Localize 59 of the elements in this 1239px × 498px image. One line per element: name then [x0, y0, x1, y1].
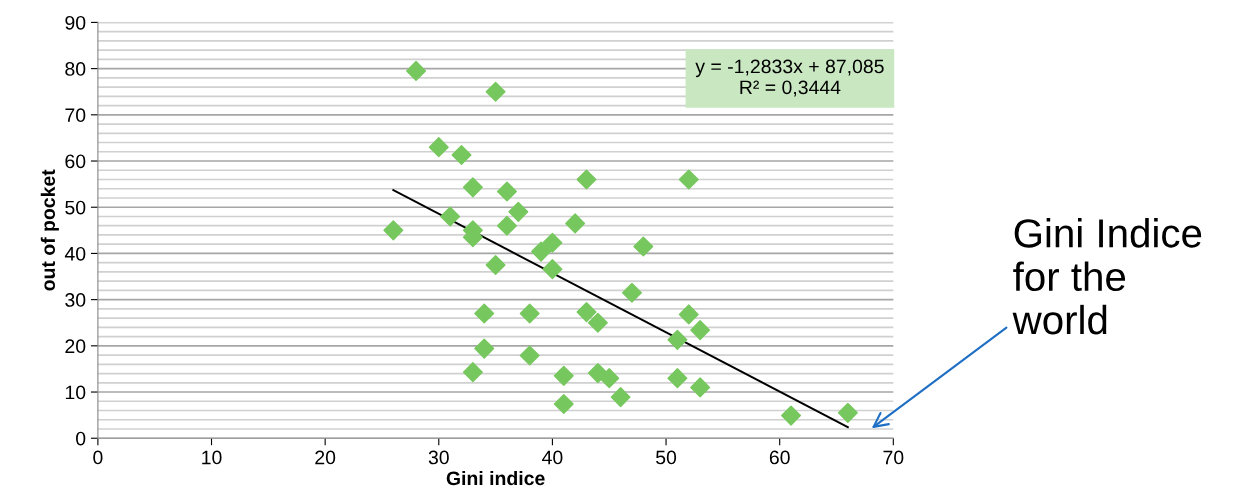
text: Gini Indice for the world	[1012, 218, 1202, 335]
point	[678, 169, 699, 190]
point	[428, 137, 449, 158]
point	[599, 368, 620, 389]
x-tick-label: 20	[315, 450, 336, 465]
y-tick-label: 30	[65, 293, 86, 307]
point	[519, 303, 540, 324]
y-tick-label: 60	[65, 154, 86, 169]
point	[383, 220, 404, 241]
point	[667, 329, 688, 350]
y-tick-label: 10	[65, 385, 86, 400]
point	[587, 312, 608, 333]
x-tick-label: 40	[542, 450, 563, 465]
x-tick-label: 30	[428, 450, 449, 465]
point	[633, 236, 654, 257]
x-tick-label: 60	[769, 450, 790, 465]
point	[496, 181, 517, 202]
y-tick-label: 0	[76, 431, 86, 446]
y-tick-label: 80	[65, 62, 86, 76]
point	[485, 81, 506, 102]
point	[542, 259, 563, 280]
point	[781, 405, 802, 426]
point	[451, 145, 472, 166]
point	[496, 215, 517, 236]
point	[462, 177, 483, 198]
y-tick-label: 20	[65, 339, 86, 354]
point	[621, 282, 642, 303]
point	[667, 368, 688, 389]
point	[678, 304, 699, 325]
y-axis-title: out of pocket	[40, 169, 59, 291]
point	[474, 338, 495, 359]
point	[610, 387, 631, 408]
y-tick-label: 90	[65, 15, 86, 30]
point	[542, 232, 563, 253]
x-tick-label: 10	[202, 450, 222, 465]
y-tick-label: 50	[65, 200, 86, 215]
point	[553, 365, 574, 386]
point	[837, 402, 858, 423]
point	[485, 254, 506, 275]
point	[440, 206, 461, 227]
point	[553, 394, 574, 415]
x-tick-label: 50	[656, 450, 677, 465]
point	[690, 377, 711, 398]
y-tick-label: 40	[64, 246, 86, 261]
point	[508, 201, 529, 222]
point	[474, 303, 495, 324]
point	[576, 169, 597, 190]
x-tick-label: 0	[93, 450, 103, 465]
y-tick-label: 70	[65, 108, 86, 123]
x-axis-title: Gini indice	[446, 470, 545, 486]
point	[519, 345, 540, 366]
x-tick-label: 70	[883, 450, 904, 465]
annotation: y = -1,2833x + 87,085 R² = 0,3444	[695, 59, 884, 97]
point	[462, 362, 483, 383]
point	[406, 60, 427, 81]
point	[576, 302, 597, 323]
point	[531, 241, 552, 262]
point	[565, 213, 586, 234]
point	[690, 320, 711, 341]
